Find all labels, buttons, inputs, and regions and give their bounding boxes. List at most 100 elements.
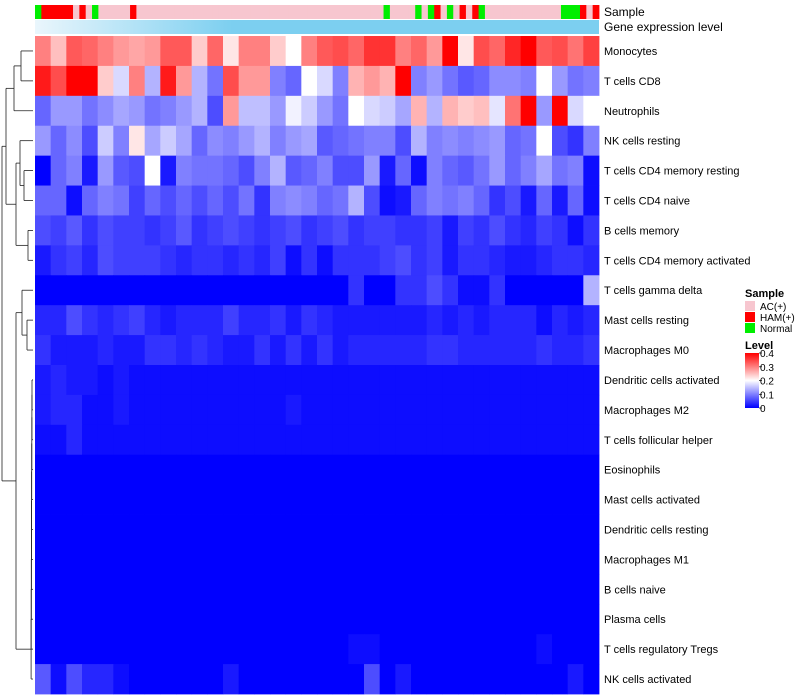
heatmap-cell <box>270 634 287 665</box>
heatmap-cell <box>473 185 490 216</box>
legend-sample-swatch <box>745 323 755 333</box>
sample-cell <box>174 5 182 19</box>
heatmap-cell <box>35 305 52 336</box>
heatmap-cell <box>583 365 600 396</box>
heatmap-cell <box>191 484 208 515</box>
heatmap-cell <box>411 36 428 67</box>
heatmap-cell <box>567 634 584 665</box>
heatmap-cell <box>379 215 396 246</box>
sample-cell <box>41 5 49 19</box>
heatmap-cell <box>176 215 193 246</box>
heatmap-cell <box>348 65 365 97</box>
heatmap-cell <box>442 574 459 605</box>
heatmap-cell <box>144 634 161 665</box>
heatmap-cell <box>536 215 553 246</box>
heatmap-cell <box>473 514 490 545</box>
heatmap-cell <box>552 484 569 515</box>
heatmap-cell <box>489 424 506 456</box>
row-label: Macrophages M1 <box>604 554 689 566</box>
heatmap-cell <box>285 335 302 366</box>
heatmap-cell <box>160 36 177 67</box>
sample-cell <box>516 5 524 19</box>
row-label: T cells CD4 memory activated <box>604 255 751 267</box>
sample-cell <box>465 5 473 19</box>
heatmap-cell <box>301 574 318 605</box>
heatmap-cell <box>583 95 600 127</box>
heatmap-cell <box>113 604 130 635</box>
heatmap-cell <box>97 245 114 276</box>
heatmap-cell <box>207 574 224 605</box>
heatmap-cell <box>285 125 302 157</box>
heatmap-cell <box>505 215 522 246</box>
heatmap-cell <box>552 514 569 545</box>
heatmap-cell <box>97 574 114 605</box>
heatmap-cell <box>458 65 475 97</box>
heatmap-cell <box>395 454 412 486</box>
heatmap-cell <box>223 65 240 97</box>
heatmap-cell <box>426 664 443 695</box>
heatmap-cell <box>270 604 287 635</box>
heatmap-cell <box>270 215 287 246</box>
heatmap-cell <box>426 125 443 157</box>
heatmap-cell <box>458 664 475 695</box>
heatmap-cell <box>285 36 302 67</box>
heatmap-cell <box>520 65 537 97</box>
heatmap-cell <box>395 574 412 605</box>
heatmap-cell <box>552 36 569 67</box>
heatmap-cell <box>379 335 396 366</box>
heatmap-cell <box>113 155 130 186</box>
heatmap-cell <box>567 305 584 336</box>
sample-cell <box>377 5 384 19</box>
heatmap-cell <box>520 514 537 545</box>
legend-level-title: Level <box>745 340 773 352</box>
heatmap-cell <box>66 514 83 545</box>
heatmap-cell <box>536 634 553 665</box>
heatmap-cell <box>317 664 334 695</box>
heatmap-cell <box>473 544 490 575</box>
heatmap-cell <box>270 36 287 67</box>
heatmap-cell <box>144 424 161 456</box>
heatmap-cell <box>332 604 349 635</box>
heatmap-cell <box>583 484 600 515</box>
heatmap-cell <box>50 454 67 486</box>
heatmap-cell <box>82 245 99 276</box>
heatmap-cell <box>348 245 365 276</box>
heatmap-cell <box>426 155 443 186</box>
heatmap-cell <box>520 424 537 456</box>
heatmap-cell <box>285 275 302 306</box>
heatmap-cell <box>348 394 365 426</box>
heatmap-cell <box>411 335 428 366</box>
heatmap-cell <box>426 574 443 605</box>
sample-cell <box>92 5 99 19</box>
heatmap-cell <box>35 215 52 246</box>
heatmap-cell <box>207 394 224 426</box>
heatmap-cell <box>113 544 130 575</box>
heatmap-cell <box>129 185 146 216</box>
heatmap-cell <box>317 95 334 127</box>
heatmap-cell <box>411 65 428 97</box>
heatmap-cell <box>458 574 475 605</box>
sample-cell <box>389 5 397 19</box>
heatmap-cell <box>473 36 490 67</box>
heatmap-cell <box>348 95 365 127</box>
heatmap-cell <box>176 424 193 456</box>
heatmap-cell <box>82 365 99 396</box>
heatmap-cell <box>536 95 553 127</box>
sample-cell <box>47 5 55 19</box>
heatmap-cell <box>458 604 475 635</box>
heatmap-cell <box>536 544 553 575</box>
heatmap-cell <box>411 245 428 276</box>
heatmap-cell <box>395 36 412 67</box>
heatmap-cell <box>160 574 177 605</box>
heatmap-cell <box>97 394 114 426</box>
heatmap-cell <box>238 544 255 575</box>
heatmap-cell <box>520 454 537 486</box>
heatmap-cell <box>583 424 600 456</box>
heatmap-cell <box>66 604 83 635</box>
sample-cell <box>370 5 378 19</box>
heatmap-cell <box>489 514 506 545</box>
heatmap-cell <box>332 544 349 575</box>
heatmap-cell <box>129 544 146 575</box>
heatmap-cell <box>207 125 224 157</box>
heatmap-cell <box>191 514 208 545</box>
